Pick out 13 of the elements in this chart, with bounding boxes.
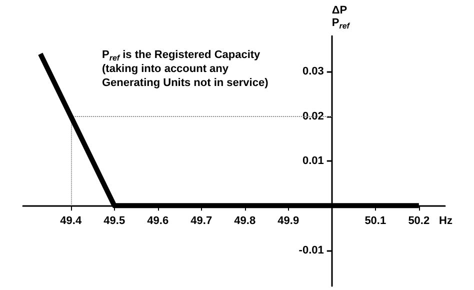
x-tick-label: 49.8 (234, 215, 256, 228)
y-tick-label: 0.01 (302, 155, 324, 167)
x-axis-title: Hz (439, 215, 453, 228)
x-tick-label: 50.2 (408, 215, 430, 228)
y-tick-label: 0.02 (302, 110, 324, 122)
x-tick-label: 49.4 (60, 215, 82, 228)
y-tick-label: -0.01 (298, 244, 324, 256)
x-tick-label: 49.9 (278, 215, 300, 228)
y-tick-label: 0.03 (302, 66, 324, 78)
x-tick-label: 50.1 (364, 215, 386, 228)
x-tick-label: 49.5 (104, 215, 126, 228)
x-tick-label: 49.6 (147, 215, 169, 228)
x-tick-label: 49.7 (190, 215, 212, 228)
